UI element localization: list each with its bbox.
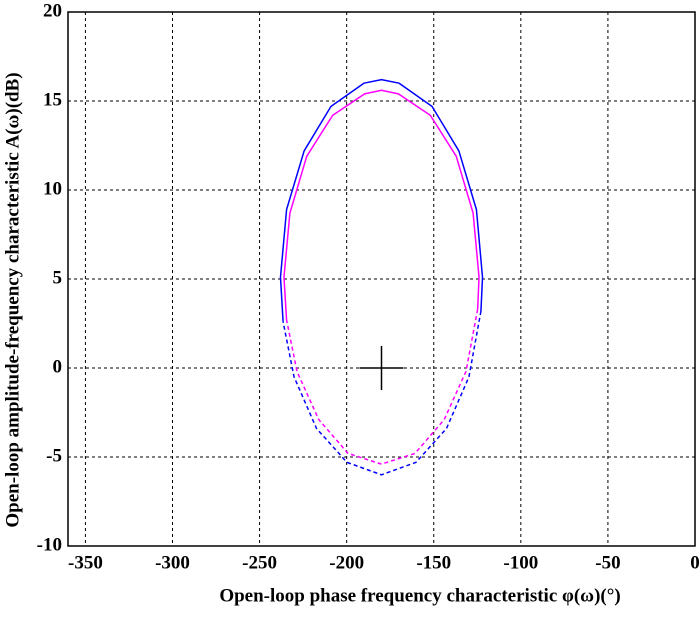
- x-tick-label: -300: [155, 552, 190, 573]
- x-axis-label: Open-loop phase frequency characteristic…: [219, 585, 620, 606]
- y-tick-label: -10: [37, 534, 62, 555]
- y-tick-label: 20: [43, 0, 62, 21]
- series-line: [279, 78, 484, 322]
- series-line: [282, 310, 482, 476]
- y-axis-label: Open-loop amplitude-frequency characteri…: [2, 72, 23, 527]
- plot-frame: [67, 11, 696, 547]
- x-tick-label: -200: [329, 552, 364, 573]
- y-tick-label: 15: [43, 89, 62, 110]
- series-line: [283, 89, 480, 320]
- critical-point-marker: [359, 346, 404, 390]
- x-tick-label: 0: [690, 552, 700, 573]
- y-tick-label: 10: [43, 178, 62, 199]
- series-line: [285, 309, 479, 465]
- x-tick-label: -50: [595, 552, 620, 573]
- x-tick-label: -250: [242, 552, 277, 573]
- x-tick-label: -100: [503, 552, 538, 573]
- x-tick-label: -350: [68, 552, 103, 573]
- y-tick-label: 5: [53, 267, 63, 288]
- x-tick-label: -150: [416, 552, 451, 573]
- y-tick-label: 0: [53, 356, 63, 377]
- y-tick-label: -5: [46, 445, 62, 466]
